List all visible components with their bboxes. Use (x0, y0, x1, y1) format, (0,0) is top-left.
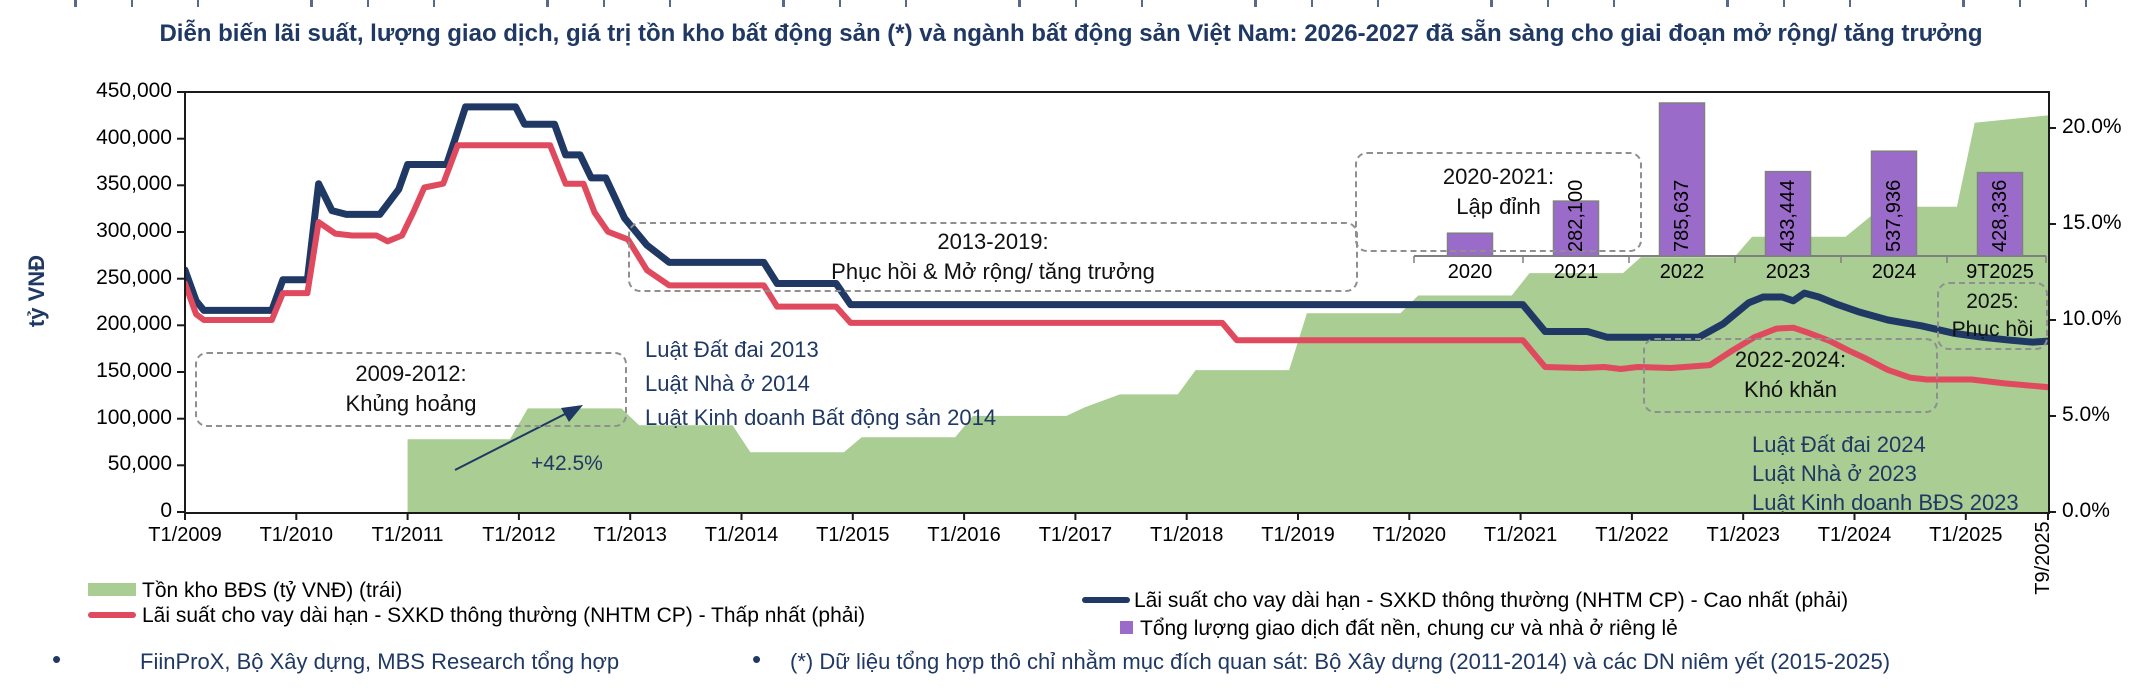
legend-label-rate-low: Lãi suất cho vay dài hạn - SXKD thông th… (142, 604, 866, 627)
annotation-recovery-line2: Phục hồi & Mở rộng/ tăng trưởng (831, 259, 1155, 284)
cropped-text-remnant (30, 0, 2110, 7)
bar-value-label: 433,444 (1777, 179, 1799, 252)
x-axis-tick-label: T1/2011 (371, 524, 444, 546)
y-right-tick-label: 0.0% (2062, 499, 2110, 522)
x-axis-tick-label: T1/2012 (482, 524, 556, 546)
annotation-recovery-line1: 2013-2019: (937, 229, 1049, 254)
legend-navy-line-swatch (1082, 597, 1130, 603)
annotation-box-recovery-2025: 2025: Phục hồi (1937, 282, 2048, 350)
y-left-tick-label: 100,000 (96, 405, 172, 429)
x-axis-end-label: T9/2025 (2032, 521, 2054, 595)
y-axis-title: tỷ VNĐ (24, 254, 49, 328)
legend-label-rate-high: Lãi suất cho vay dài hạn - SXKD thông th… (1134, 589, 1849, 612)
plot-border (184, 91, 2050, 514)
x-axis-tick-label: T1/2016 (927, 524, 1001, 546)
y-left-tick-label: 400,000 (96, 125, 172, 149)
bar-value-label: 785,637 (1671, 179, 1693, 252)
x-axis-tick-label: T1/2020 (1372, 524, 1446, 546)
annotation-2025-line2: Phục hồi (1951, 318, 2034, 341)
inset-bar-category-label: 2022 (1659, 261, 1705, 283)
bar-value-label: 428,336 (1989, 179, 2011, 252)
growth-percent-label: +42.5% (531, 452, 603, 475)
growth-arrow-head (561, 405, 583, 422)
x-axis-tick-label: T1/2014 (704, 524, 779, 546)
legend-label-transactions: Tổng lượng giao dịch đất nền, chung cư v… (1140, 617, 1678, 640)
x-axis-tick-label: T1/2023 (1706, 524, 1780, 546)
laws-2023-line3: Luật Kinh doanh BĐS 2023 (1752, 490, 2019, 515)
laws-2023-annotation: Luật Đất đai 2024 Luật Nhà ở 2023 Luật K… (1752, 430, 2019, 517)
transaction-bar-2023 (1764, 170, 1812, 257)
legend-label-inventory: Tồn kho BĐS (tỷ VNĐ) (trái) (142, 579, 403, 602)
legend-purple-square-swatch (1120, 621, 1133, 634)
inset-bar-category-label: 2023 (1765, 261, 1811, 283)
chart-title: Diễn biến lãi suất, lượng giao dịch, giá… (159, 20, 1983, 47)
annotation-peak-line1: 2020-2021: (1442, 164, 1555, 189)
y-left-tick-label: 250,000 (96, 265, 172, 289)
annotation-box-crisis: 2009-2012: Khủng hoảng (195, 352, 627, 427)
x-axis-tick-label: T1/2021 (1483, 524, 1558, 546)
laws-2013-line3: Luật Kinh doanh Bất động sản 2014 (645, 405, 997, 430)
annotation-box-peak: 2020-2021: Lập đỉnh (1355, 152, 1642, 252)
transaction-bar-2021 (1552, 200, 1600, 257)
bar-value-label: 537,936 (1883, 179, 1905, 252)
growth-arrow-line (454, 410, 572, 471)
laws-2023-line2: Luật Nhà ở 2023 (1752, 461, 1917, 486)
y-left-tick-label: 350,000 (96, 172, 172, 196)
inset-bar-category-label: 2020 (1447, 261, 1493, 283)
x-axis-tick-label: T1/2009 (148, 524, 222, 546)
source-bullet-1: • (52, 644, 62, 674)
transaction-bar-9T2025 (1976, 171, 2024, 257)
transaction-bar-2022 (1658, 102, 1706, 257)
annotation-crisis-line2: Khủng hoảng (345, 391, 477, 416)
inset-bar-category-label: 2024 (1871, 261, 1917, 283)
x-axis-tick-label: T1/2018 (1149, 524, 1224, 546)
transaction-bar-2024 (1870, 150, 1918, 257)
source-bullet-2: • (752, 644, 762, 674)
annotation-difficult-line1: 2022-2024: (1734, 347, 1847, 372)
bar-value-label: 282,100 (1565, 179, 1587, 252)
rate-low-line (185, 142, 2048, 391)
legend-area-swatch (88, 583, 136, 596)
inventory-area (407, 115, 2048, 512)
x-axis-tick-label: T1/2022 (1595, 524, 1669, 546)
y-left-tick-label: 300,000 (96, 219, 172, 242)
annotation-difficult-line2: Khó khăn (1744, 377, 1837, 402)
annotation-box-recovery: 2013-2019: Phục hồi & Mở rộng/ tăng trưở… (628, 222, 1358, 292)
y-left-tick-label: 450,000 (96, 79, 172, 102)
laws-2013-line2: Luật Nhà ở 2014 (645, 371, 810, 396)
source-text-1: FiinProX, Bộ Xây dựng, MBS Research tổng… (140, 649, 620, 674)
x-axis-tick-label: T1/2019 (1261, 524, 1335, 546)
annotation-2025-line1: 2025: (1966, 290, 2019, 313)
laws-2013-line1: Luật Đất đai 2013 (645, 337, 819, 362)
laws-2023-line1: Luật Đất đai 2024 (1752, 432, 1926, 457)
y-right-tick-label: 15.0% (2062, 211, 2122, 234)
annotation-box-difficult: 2022-2024: Khó khăn (1643, 338, 1938, 413)
legend-red-line-swatch (88, 612, 136, 618)
rate-high-line (185, 103, 2048, 346)
y-right-tick-label: 10.0% (2062, 307, 2122, 330)
annotation-peak-line2: Lập đỉnh (1456, 194, 1541, 219)
y-left-tick-label: 50,000 (107, 452, 172, 476)
x-axis-tick-label: T1/2025 (1929, 524, 2003, 546)
y-right-tick-label: 5.0% (2062, 403, 2110, 426)
x-axis-tick-label: T1/2013 (593, 524, 667, 546)
x-axis-tick-label: T1/2024 (1817, 524, 1892, 546)
laws-2013-annotation: Luật Đất đai 2013 Luật Nhà ở 2014 Luật K… (645, 333, 996, 435)
inset-bar-category-label: 9T2025 (1966, 261, 2034, 283)
y-left-tick-label: 200,000 (96, 312, 172, 336)
y-left-tick-label: 150,000 (96, 359, 172, 382)
y-right-tick-label: 20.0% (2062, 115, 2122, 138)
x-axis-tick-label: T1/2015 (816, 524, 890, 546)
chart-plot-svg (185, 102, 2048, 512)
x-axis-tick-label: T1/2017 (1038, 524, 1113, 546)
inset-bar-category-label: 2021 (1553, 261, 1599, 283)
annotation-crisis-line1: 2009-2012: (355, 361, 467, 386)
y-left-tick-label: 0 (160, 499, 172, 522)
source-text-2: (*) Dữ liệu tổng hợp thô chỉ nhằm mục đí… (790, 649, 1891, 674)
x-axis-tick-label: T1/2010 (259, 524, 333, 546)
